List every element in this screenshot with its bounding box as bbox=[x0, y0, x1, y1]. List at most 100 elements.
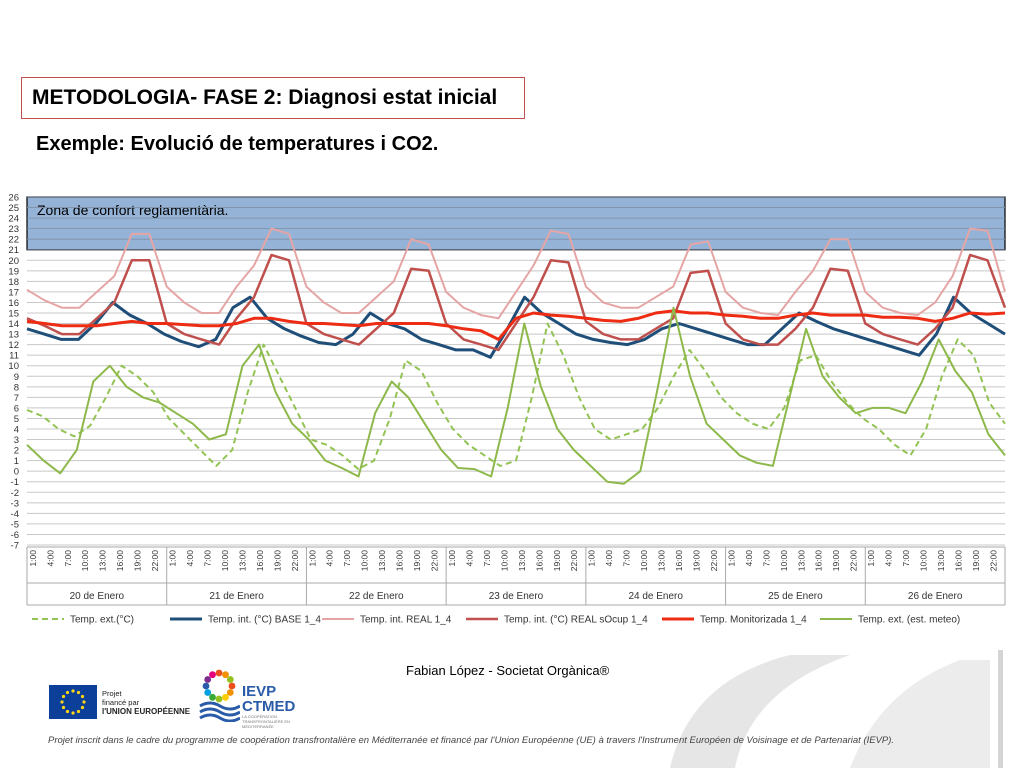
ctmed-label: CTMED bbox=[242, 698, 296, 715]
x-tick-label: 16:00 bbox=[255, 550, 265, 572]
x-tick-label: 13:00 bbox=[377, 550, 387, 572]
slide-title: METODOLOGIA- FASE 2: Diagnosi estat inic… bbox=[21, 77, 525, 119]
x-tick-label: 10:00 bbox=[499, 550, 509, 572]
x-tick-label: 4:00 bbox=[45, 550, 55, 567]
x-tick-label: 10:00 bbox=[639, 550, 649, 572]
legend-label: Temp. Monitorizada 1_4 bbox=[700, 615, 807, 626]
y-tick-label: 17 bbox=[8, 287, 19, 298]
x-tick-label: 16:00 bbox=[814, 550, 824, 572]
y-tick-label: 22 bbox=[8, 235, 19, 246]
legend-label: Temp. int. REAL 1_4 bbox=[360, 615, 452, 626]
y-tick-label: 3 bbox=[14, 435, 19, 446]
x-tick-label: 22:00 bbox=[150, 550, 160, 572]
x-tick-label: 13:00 bbox=[657, 550, 667, 572]
day-label: 26 de Enero bbox=[908, 591, 963, 602]
x-tick-label: 13:00 bbox=[237, 550, 247, 572]
decorative-swoosh bbox=[670, 650, 1003, 768]
legend-label: Temp. int. (°C) REAL sOcup 1_4 bbox=[504, 615, 648, 626]
x-axis: 1:00 4:00 7:00 10:00 13:00 16:00 19:00 22:00 20 … bbox=[26, 546, 1006, 606]
y-tick-label: 12 bbox=[8, 340, 19, 351]
x-tick-label: 19:00 bbox=[412, 550, 422, 572]
x-tick-label: 22:00 bbox=[709, 550, 719, 572]
footer-disclaimer: Projet inscrit dans le cadre du programm… bbox=[48, 735, 895, 746]
y-tick-label: 4 bbox=[14, 425, 19, 436]
x-tick-label: 19:00 bbox=[971, 550, 981, 572]
x-tick-label: 4:00 bbox=[464, 550, 474, 567]
y-tick-label: 25 bbox=[8, 203, 19, 214]
ievp-ctmed-name: IEVP CTMED bbox=[242, 684, 295, 714]
x-tick-label: 1:00 bbox=[28, 550, 38, 567]
y-tick-label: 23 bbox=[8, 224, 19, 235]
y-tick-label: 15 bbox=[8, 309, 19, 320]
x-tick-label: 16:00 bbox=[534, 550, 544, 572]
x-tick-label: 19:00 bbox=[552, 550, 562, 572]
y-tick-label: 20 bbox=[8, 256, 19, 267]
temperature-chart: Zona de confort reglamentària. -7-6-5-4-… bbox=[8, 193, 1007, 626]
eu-text-line-2: financé par bbox=[102, 698, 140, 707]
series-line-1 bbox=[26, 295, 1006, 359]
x-tick-label: 1:00 bbox=[587, 550, 597, 567]
ievp-sun-logo bbox=[198, 666, 241, 727]
legend-label: Temp. int. (°C) BASE 1_4 bbox=[208, 615, 321, 626]
y-tick-label: 26 bbox=[8, 193, 19, 204]
x-tick-label: 22:00 bbox=[849, 550, 859, 572]
day-label: 25 de Enero bbox=[768, 591, 823, 602]
slide-subtitle: Exemple: Evolució de temperatures i CO2. bbox=[36, 133, 439, 155]
comfort-zone-label: Zona de confort reglamentària. bbox=[37, 202, 228, 218]
eu-flag-logo bbox=[49, 685, 97, 719]
x-tick-label: 7:00 bbox=[761, 550, 771, 567]
series-line-3 bbox=[26, 253, 1007, 352]
series-line-0 bbox=[26, 322, 1006, 471]
x-tick-label: 1:00 bbox=[726, 550, 736, 567]
series-line-5 bbox=[26, 306, 1006, 485]
y-tick-label: 11 bbox=[9, 351, 19, 362]
eu-funding-text: Projet financé par l'UNION EUROPÉENNE bbox=[102, 689, 190, 716]
x-tick-label: 1:00 bbox=[307, 550, 317, 567]
x-tick-label: 22:00 bbox=[569, 550, 579, 572]
x-tick-label: 19:00 bbox=[272, 550, 282, 572]
series-line-4 bbox=[26, 309, 1006, 341]
y-tick-label: 21 bbox=[8, 245, 19, 256]
x-tick-label: 4:00 bbox=[325, 550, 335, 567]
x-tick-label: 16:00 bbox=[953, 550, 963, 572]
ievp-subtitle: LA COOPÉRATION TRANSFRONTALIÈRE EN MÉDIT… bbox=[242, 714, 290, 729]
x-tick-label: 22:00 bbox=[988, 550, 998, 572]
x-tick-label: 13:00 bbox=[936, 550, 946, 572]
x-tick-label: 7:00 bbox=[202, 550, 212, 567]
y-tick-label: 18 bbox=[8, 277, 19, 288]
y-tick-label: 10 bbox=[8, 361, 19, 372]
x-tick-label: 7:00 bbox=[622, 550, 632, 567]
y-tick-label: -2 bbox=[11, 488, 19, 499]
x-tick-label: 1:00 bbox=[447, 550, 457, 567]
x-tick-label: 10:00 bbox=[360, 550, 370, 572]
y-tick-label: 2 bbox=[14, 446, 19, 457]
x-tick-label: 10:00 bbox=[80, 550, 90, 572]
x-tick-label: 4:00 bbox=[604, 550, 614, 567]
chart-legend: Temp. ext.(°C) Temp. int. (°C) BASE 1_4 Te… bbox=[32, 615, 960, 626]
x-tick-label: 19:00 bbox=[831, 550, 841, 572]
y-tick-label: 0 bbox=[14, 467, 19, 478]
x-tick-label: 4:00 bbox=[185, 550, 195, 567]
legend-label: Temp. ext. (est. meteo) bbox=[858, 615, 960, 626]
y-tick-label: -3 bbox=[11, 498, 19, 509]
x-tick-label: 1:00 bbox=[866, 550, 876, 567]
x-tick-label: 22:00 bbox=[430, 550, 440, 572]
legend-label: Temp. ext.(°C) bbox=[70, 615, 134, 626]
day-label: 23 de Enero bbox=[489, 591, 544, 602]
y-tick-label: 8 bbox=[14, 382, 19, 393]
x-tick-label: 10:00 bbox=[220, 550, 230, 572]
x-tick-label: 7:00 bbox=[901, 550, 911, 567]
x-tick-label: 13:00 bbox=[98, 550, 108, 572]
y-tick-label: 16 bbox=[8, 298, 19, 309]
day-label: 22 de Enero bbox=[349, 591, 404, 602]
y-tick-label: -1 bbox=[11, 477, 19, 488]
x-tick-label: 19:00 bbox=[133, 550, 143, 572]
y-tick-label: 6 bbox=[14, 403, 19, 414]
x-tick-label: 13:00 bbox=[796, 550, 806, 572]
y-tick-label: 24 bbox=[8, 214, 19, 225]
y-tick-label: 19 bbox=[8, 266, 19, 277]
y-tick-label: -6 bbox=[11, 530, 19, 541]
y-tick-label: -5 bbox=[11, 519, 19, 530]
x-tick-label: 10:00 bbox=[919, 550, 929, 572]
x-tick-label: 7:00 bbox=[342, 550, 352, 567]
